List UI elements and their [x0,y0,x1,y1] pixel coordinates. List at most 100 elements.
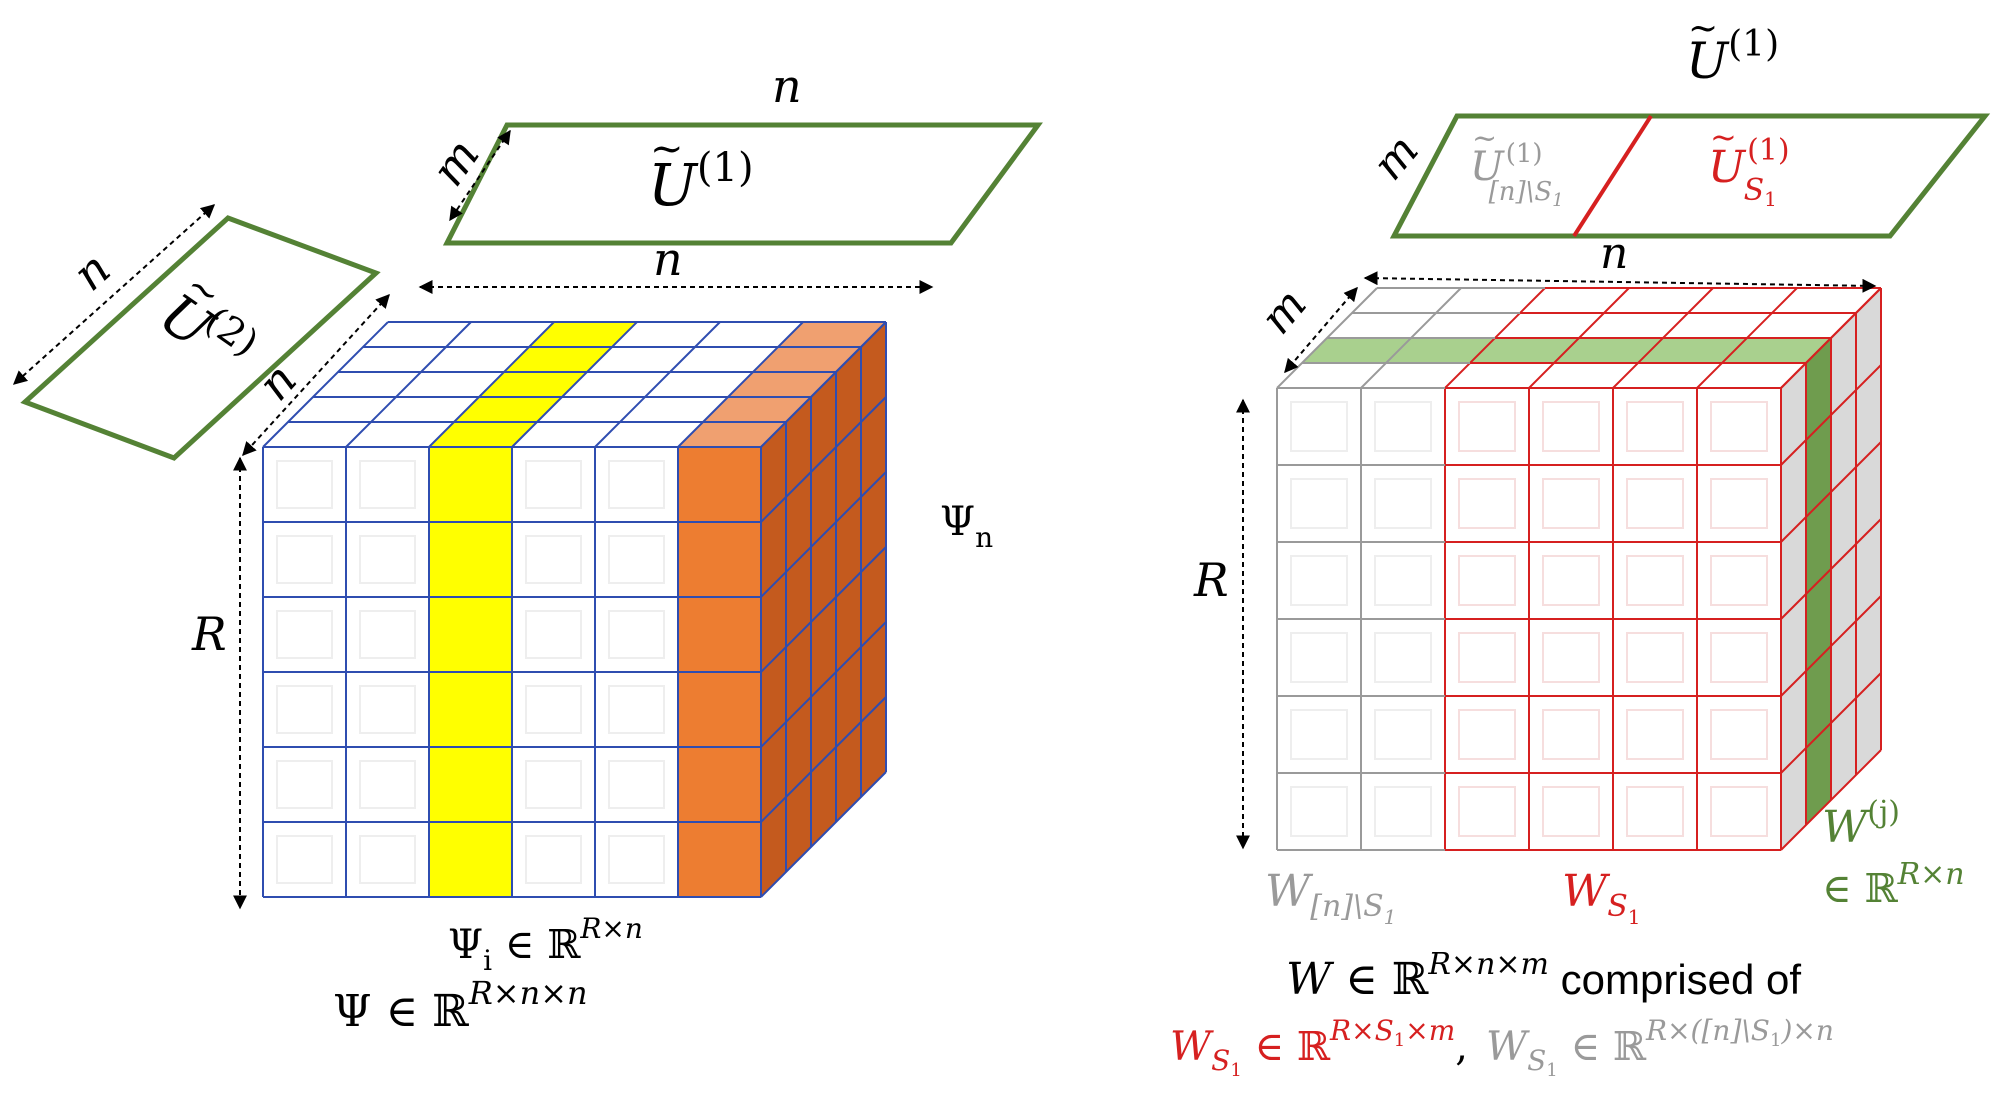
inner-cell [1374,555,1432,606]
wj-label: W(j) [1822,795,1900,853]
psi-n-label: Ψn [940,499,993,554]
grid-line [1780,287,1882,389]
inner-cell [608,760,665,809]
inner-cell [1374,478,1432,529]
inner-cell [525,835,582,884]
grid-line [511,321,638,448]
inner-cell [1710,786,1768,837]
inner-cell [1374,401,1432,452]
inner-cell [1542,478,1600,529]
grid-line [760,321,887,448]
dim-n-u2: n [62,241,120,301]
inner-cell [276,760,333,809]
dim-R-right: R [1193,553,1229,607]
top-yellow-strip [429,322,637,447]
inner-cell [1290,555,1348,606]
inner-cell [1710,709,1768,760]
inner-cell [525,460,582,509]
inner-cell [1710,401,1768,452]
u1-label-left: U(1) [648,145,754,219]
psi-label: Ψ ∈ ℝR×n×n [333,974,588,1037]
dim-n-top-arrow-right [1363,271,1877,293]
inner-cell [1290,632,1348,683]
right-panel: U(1) ~ U(1) [n]\S1 ~ U(1) S1 ~ m n m R W[n… [1170,8,1991,1081]
grid-line [760,471,887,598]
dim-n-cube-depth-arrow [242,293,390,457]
dim-n-top-right: n [1600,228,1628,279]
inner-cell [276,835,333,884]
dim-n-top-left: n [772,59,802,113]
u-s1-label: U(1) S1 [1708,133,1790,211]
inner-cell [1626,709,1684,760]
inner-cell [525,685,582,734]
inner-cell [276,685,333,734]
dim-m-cube-arrow [1284,286,1358,374]
inner-cell [1290,401,1348,452]
inner-cell [1458,786,1516,837]
top-orange-strip [678,322,886,447]
u1-top-tilde-right: ~ [1688,8,1718,49]
w-definition-line1: W ∈ ℝR×n×m comprised of [1286,947,1801,1005]
grid-line [760,621,887,748]
grid-line [1780,364,1882,466]
dim-m-cube: m [1251,279,1317,344]
u-s1-tilde: ~ [1710,118,1737,156]
u1-split-line [1572,114,1653,238]
inner-cell [1542,555,1600,606]
inner-cell [525,535,582,584]
grid-line [1780,441,1882,543]
u1-top-label-right: U(1) [1686,24,1779,90]
grid-line [760,396,887,523]
grid-line [1780,518,1882,620]
grid-line [1780,749,1882,851]
inner-cell [1458,478,1516,529]
grid-line [428,321,555,448]
grid-line [760,771,887,898]
u-rest-label: U(1) [n]\S1 [1470,139,1564,211]
dim-R-left: R [191,607,227,661]
u1-tilde-left: ~ [650,126,684,172]
inner-cell [1710,478,1768,529]
inner-cell [1374,632,1432,683]
inner-cell [1374,786,1432,837]
inner-cell [1542,401,1600,452]
inner-cell [1374,709,1432,760]
inner-cell [359,685,416,734]
inner-cell [276,535,333,584]
grid-line [1780,672,1882,774]
psi-tensor-cube [262,321,887,898]
inner-cell [1542,709,1600,760]
u-rest-tilde: ~ [1472,121,1497,156]
grid-line [760,696,887,823]
inner-cell [276,460,333,509]
left-panel: U(1) ~ n m U ~ (2) n n n R Ψn Ψi ∈ ℝR×n [12,59,1043,1037]
grid-line [1780,595,1882,697]
inner-cell [276,610,333,659]
w-definition-line2: WS1 ∈ ℝR×S1×m, WS1 ∈ ℝR×([n]\S1)×n [1170,1014,1834,1081]
grid-line [594,321,721,448]
w-rest-label: W[n]\S1 [1265,866,1396,929]
inner-cell [1626,555,1684,606]
dim-n-cube-top: n [653,232,683,286]
grid-line [677,321,804,448]
inner-cell [359,610,416,659]
inner-cell [1458,401,1516,452]
inner-cell [1626,632,1684,683]
inner-cell [608,535,665,584]
inner-cell [1290,709,1348,760]
inner-cell [1542,786,1600,837]
inner-cell [525,760,582,809]
inner-cell [608,685,665,734]
w-s1-label: WS1 [1562,866,1641,929]
wj-in-label: ∈ ℝR×n [1822,857,1965,912]
inner-cell [1458,709,1516,760]
inner-cell [525,610,582,659]
dim-m-top-right: m [1363,125,1429,190]
inner-cell [1626,786,1684,837]
inner-cell [359,835,416,884]
u1-matrix-right [1389,113,1991,239]
inner-cell [1542,632,1600,683]
inner-cell [1626,478,1684,529]
psi-i-label: Ψi ∈ ℝR×n [448,912,643,977]
inner-cell [1710,632,1768,683]
